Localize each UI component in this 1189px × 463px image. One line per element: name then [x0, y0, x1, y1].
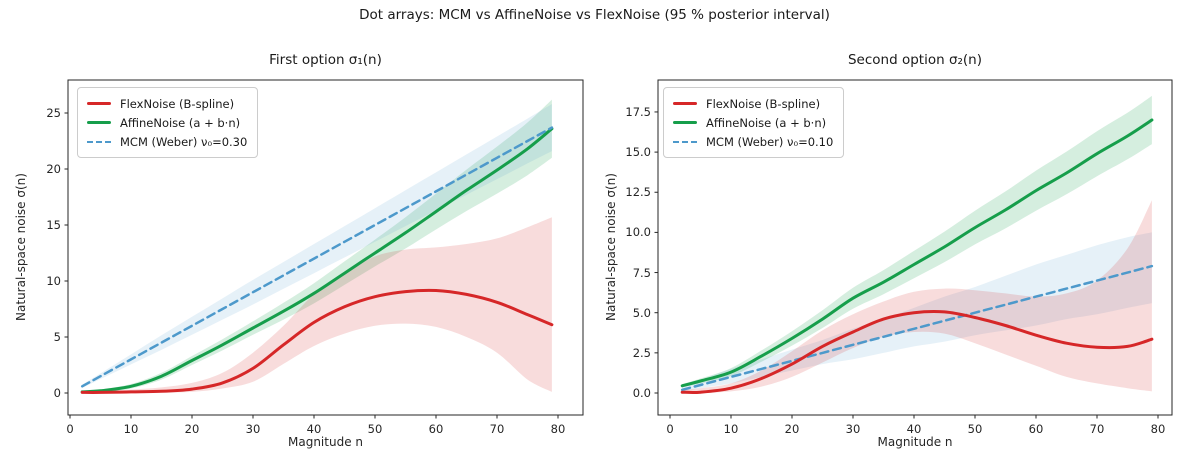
y-tick-label: 5: [53, 330, 61, 344]
x-tick-label: 0: [666, 422, 674, 436]
subplot1-y-axis-label: Natural-space noise σ(n): [14, 173, 28, 321]
legend-item-mcm: MCM (Weber) ν₀=0.10: [673, 132, 833, 151]
mean-line-affinenoise: [680, 118, 1154, 388]
x-tick-label: 40: [306, 422, 322, 436]
mcm-dashed-line-swatch: [673, 140, 697, 143]
y-tick-label: 0.0: [632, 386, 651, 400]
x-tick-label: 70: [1089, 422, 1105, 436]
mean-line-flexnoise: [680, 309, 1154, 395]
ci-band-flexnoise: [682, 200, 1152, 394]
x-tick-label: 30: [245, 422, 261, 436]
y-tick-label: 12.5: [625, 185, 651, 200]
axes-spines: [67, 79, 584, 416]
mcm-dashed-line-swatch: [87, 140, 111, 143]
legend-label: AffineNoise (a + b·n): [120, 115, 241, 130]
y-tick-label: 20: [46, 162, 61, 176]
legend-label: AffineNoise (a + b·n): [706, 115, 827, 130]
flexnoise-line-swatch: [673, 102, 697, 105]
flexnoise-line-swatch: [87, 102, 111, 105]
x-tick-label: 50: [967, 422, 983, 436]
y-tick-label: 17.5: [625, 104, 651, 119]
y-tick-label: 10.0: [625, 225, 651, 240]
subplot1-x-axis-label: Magnitude n: [288, 435, 363, 449]
y-tick-label: 15: [46, 218, 61, 232]
legend-label: FlexNoise (B-spline): [706, 96, 821, 111]
legend-item-flexnoise: FlexNoise (B-spline): [673, 94, 833, 113]
x-tick-label: 30: [845, 422, 861, 436]
mean-line-mcm: [80, 126, 554, 388]
y-tick-label: 25: [46, 106, 61, 120]
x-tick-label: 50: [367, 422, 383, 436]
y-tick-label: 7.5: [632, 265, 651, 280]
mean-line-flexnoise: [80, 288, 554, 394]
legend-box-subplot1: FlexNoise (B-spline) AffineNoise (a + b·…: [77, 87, 259, 158]
subplot2-x-axis-label: Magnitude n: [877, 435, 953, 449]
legend-item-flexnoise: FlexNoise (B-spline): [87, 94, 247, 113]
x-tick-label: 80: [550, 422, 566, 436]
legend-label: MCM (Weber) ν₀=0.30: [120, 134, 248, 149]
x-tick-label: 10: [123, 422, 139, 436]
legend-item-mcm: MCM (Weber) ν₀=0.30: [87, 132, 247, 151]
x-tick-label: 20: [184, 422, 200, 436]
axes-spines: [657, 79, 1173, 416]
y-tick-label: 5.0: [632, 305, 651, 320]
ci-band-mcm: [82, 104, 552, 388]
ci-band-flexnoise: [82, 217, 552, 394]
legend-item-affinenoise: AffineNoise (a + b·n): [673, 113, 833, 132]
x-tick-label: 60: [428, 422, 444, 436]
subplot1-title: First option σ₁(n): [269, 52, 382, 68]
legend-box-subplot2: FlexNoise (B-spline) AffineNoise (a + b·…: [663, 87, 845, 158]
subplot2-title: Second option σ₂(n): [847, 52, 982, 68]
x-tick-label: 40: [906, 422, 922, 436]
legend-item-affinenoise: AffineNoise (a + b·n): [87, 113, 247, 132]
legend-label: MCM (Weber) ν₀=0.10: [706, 134, 834, 149]
y-tick-label: 15.0: [625, 145, 651, 160]
mean-line-affinenoise: [80, 127, 554, 394]
x-tick-label: 60: [1028, 422, 1044, 436]
x-tick-label: 70: [489, 422, 505, 436]
x-tick-label: 20: [784, 422, 800, 436]
figure-title: Dot arrays: MCM vs AffineNoise vs FlexNo…: [359, 7, 830, 23]
x-tick-label: 0: [66, 422, 74, 436]
y-tick-label: 10: [46, 274, 61, 288]
mean-line-mcm: [680, 264, 1154, 392]
y-tick-label: 0: [53, 386, 61, 400]
legend-label: FlexNoise (B-spline): [120, 96, 235, 111]
affinenoise-line-swatch: [673, 121, 697, 124]
y-tick-label: 2.5: [632, 345, 651, 360]
affinenoise-line-swatch: [87, 121, 111, 124]
x-tick-label: 80: [1150, 422, 1166, 436]
x-tick-label: 10: [723, 422, 739, 436]
